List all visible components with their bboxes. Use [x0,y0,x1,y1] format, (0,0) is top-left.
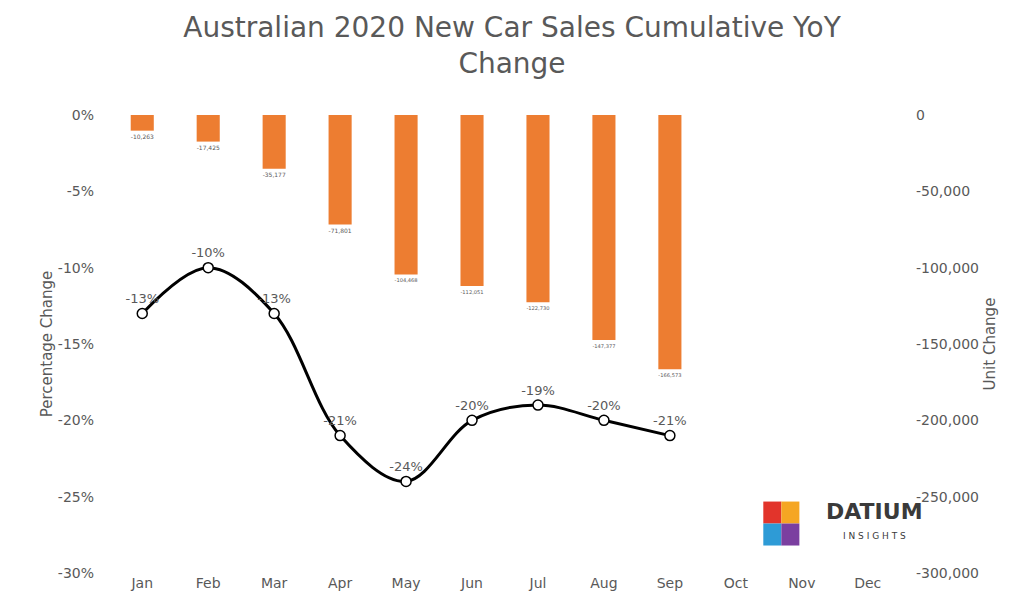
svg-text:-150,000: -150,000 [916,336,979,352]
svg-text:Nov: Nov [788,575,815,591]
svg-text:-10%: -10% [191,245,225,260]
svg-text:-112,051: -112,051 [460,289,483,295]
svg-text:-13%: -13% [257,291,291,306]
svg-text:-166,573: -166,573 [658,372,681,378]
svg-text:0: 0 [916,107,925,123]
svg-text:Feb: Feb [196,575,221,591]
svg-text:-10,263: -10,263 [131,133,154,140]
svg-text:Dec: Dec [854,575,881,591]
svg-text:-20%: -20% [58,412,94,428]
svg-text:-5%: -5% [67,183,94,199]
svg-text:-100,000: -100,000 [916,260,979,276]
svg-text:-30%: -30% [58,565,94,581]
svg-text:I N S I G H T S: I N S I G H T S [843,531,906,541]
svg-text:0%: 0% [72,107,94,123]
svg-text:-15%: -15% [58,336,94,352]
svg-text:-50,000: -50,000 [916,183,970,199]
svg-text:DATIUM: DATIUM [826,499,923,524]
svg-text:Jun: Jun [460,575,483,591]
svg-text:-20%: -20% [587,398,621,413]
svg-text:Jan: Jan [130,575,153,591]
svg-text:-13%: -13% [125,291,159,306]
svg-text:Percentage Change: Percentage Change [38,271,56,418]
svg-text:Australian 2020 New Car Sales: Australian 2020 New Car Sales Cumulative… [183,11,841,80]
svg-text:-21%: -21% [653,413,687,428]
svg-text:-147,377: -147,377 [592,343,615,349]
svg-text:Apr: Apr [328,575,352,591]
svg-text:-25%: -25% [58,489,94,505]
svg-text:-17,425: -17,425 [197,144,220,151]
svg-text:-20%: -20% [455,398,489,413]
svg-text:-19%: -19% [521,383,555,398]
svg-text:Mar: Mar [261,575,288,591]
svg-text:Unit Change: Unit Change [981,298,999,391]
svg-text:-104,468: -104,468 [395,277,418,283]
svg-text:Sep: Sep [657,575,684,591]
svg-text:May: May [392,575,421,591]
svg-text:-24%: -24% [389,459,423,474]
svg-text:-250,000: -250,000 [916,489,979,505]
svg-text:-300,000: -300,000 [916,565,979,581]
svg-text:-35,177: -35,177 [263,171,286,178]
svg-text:Oct: Oct [724,575,749,591]
svg-text:-10%: -10% [58,260,94,276]
svg-text:-21%: -21% [323,413,357,428]
svg-text:Jul: Jul [529,575,547,591]
svg-text:-200,000: -200,000 [916,412,979,428]
svg-text:-122,730: -122,730 [526,305,549,311]
svg-text:-71,801: -71,801 [329,227,352,234]
svg-text:Aug: Aug [590,575,617,591]
